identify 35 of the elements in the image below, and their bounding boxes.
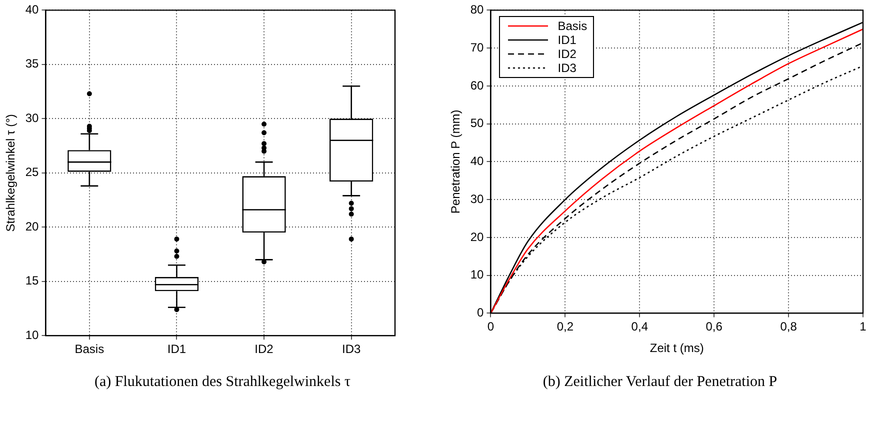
text: (a) Flukutationen des Strahlkegelwinkels τ xyxy=(94,374,352,391)
y-tick-label: 10 xyxy=(470,268,484,282)
y-tick-label: 30 xyxy=(470,192,484,206)
y-tick-label: 10 xyxy=(25,328,40,342)
x-tick-label: ID2 xyxy=(254,342,274,356)
x-tick-label: 0,2 xyxy=(556,320,574,334)
x-tick-label: 0,4 xyxy=(631,320,648,334)
y-tick-label: 50 xyxy=(470,116,484,130)
legend-label: ID2 xyxy=(558,47,576,62)
x-tick-label: ID1 xyxy=(167,342,186,356)
y-tick-label: 25 xyxy=(25,165,40,180)
y-tick-label: 70 xyxy=(470,40,484,54)
legend-label: Basis xyxy=(558,19,588,34)
y-tick-label: 30 xyxy=(25,110,40,125)
y-tick-label: 20 xyxy=(470,230,484,244)
y-axis-title: Strahlkegelwinkel τ (°) xyxy=(4,114,18,232)
y-tick-label: 40 xyxy=(470,154,484,168)
x-tick-label: ID3 xyxy=(342,342,361,356)
x-tick-label: 0,8 xyxy=(780,320,798,334)
y-tick-label: 20 xyxy=(25,219,40,234)
y-tick-label: 15 xyxy=(25,274,40,288)
y-tick-label: 35 xyxy=(25,56,40,71)
x-axis-title: Zeit t (ms) xyxy=(650,341,704,356)
y-tick-label: 60 xyxy=(470,78,484,92)
legend-label: ID1 xyxy=(558,33,576,48)
text: (b) Zeitlicher Verlauf der Penetration P xyxy=(542,374,778,391)
legend-label: ID3 xyxy=(558,61,576,76)
x-tick-label: 0 xyxy=(487,320,494,334)
x-tick-label: Basis xyxy=(74,342,104,356)
x-tick-label: 1 xyxy=(860,320,867,334)
y-axis-title: Penetration P (mm) xyxy=(448,110,463,214)
y-tick-label: 40 xyxy=(25,2,40,17)
y-tick-label: 0 xyxy=(477,306,484,320)
y-tick-label: 80 xyxy=(470,2,484,17)
x-tick-label: 0,6 xyxy=(706,320,723,334)
